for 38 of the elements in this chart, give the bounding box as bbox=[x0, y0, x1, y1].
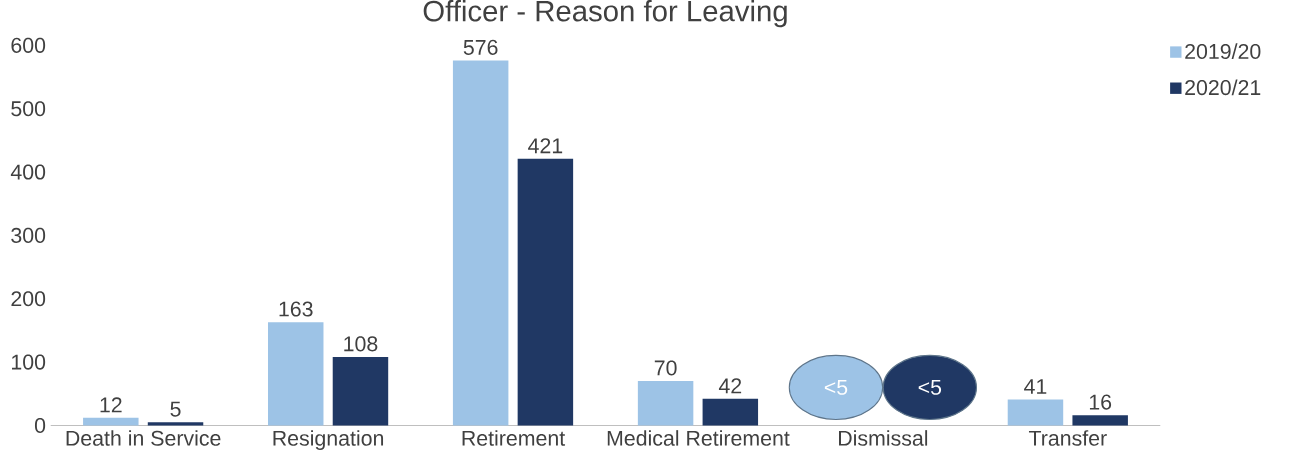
y-tick-label: 0 bbox=[34, 417, 46, 434]
bar bbox=[637, 381, 694, 426]
y-tick-label: 200 bbox=[11, 291, 46, 307]
bar bbox=[83, 417, 139, 426]
data-label: 421 bbox=[528, 138, 563, 154]
legend-label: 2020/21 bbox=[1185, 79, 1261, 96]
x-tick-label: Medical Retirement bbox=[607, 430, 790, 446]
x-tick-label: Death in Service bbox=[66, 430, 221, 446]
x-tick-label: Retirement bbox=[462, 430, 566, 446]
legend-label: 2019/20 bbox=[1185, 43, 1261, 60]
data-label: 70 bbox=[654, 360, 677, 376]
bar bbox=[267, 322, 324, 426]
x-tick-label: Dismissal bbox=[839, 430, 928, 446]
text: <5 bbox=[918, 380, 942, 395]
x-tick-label: Resignation bbox=[273, 430, 384, 451]
bar bbox=[332, 357, 389, 426]
y-tick-label: 400 bbox=[10, 164, 46, 180]
bar bbox=[702, 398, 759, 426]
bar bbox=[147, 422, 204, 426]
bar bbox=[1072, 415, 1128, 426]
data-label: 163 bbox=[279, 301, 313, 317]
y-tick-label: 500 bbox=[11, 101, 46, 117]
data-label: 41 bbox=[1024, 379, 1047, 394]
y-tick-label: 300 bbox=[11, 227, 46, 244]
data-label: 42 bbox=[718, 378, 742, 394]
data-label: 12 bbox=[100, 397, 122, 413]
bar bbox=[517, 158, 574, 426]
x-tick-label: Transfer bbox=[1028, 430, 1107, 446]
y-tick-label: 100 bbox=[12, 354, 46, 370]
bar bbox=[452, 60, 509, 426]
data-label: 576 bbox=[463, 39, 498, 56]
chart-title: Officer - Reason for Leaving bbox=[423, 0, 787, 28]
data-label: 16 bbox=[1089, 394, 1112, 410]
data-label: 108 bbox=[344, 336, 378, 352]
y-tick-label: 600 bbox=[11, 37, 46, 53]
data-label: 5 bbox=[170, 401, 181, 417]
text: <5 bbox=[824, 380, 848, 395]
bar bbox=[1007, 399, 1064, 426]
